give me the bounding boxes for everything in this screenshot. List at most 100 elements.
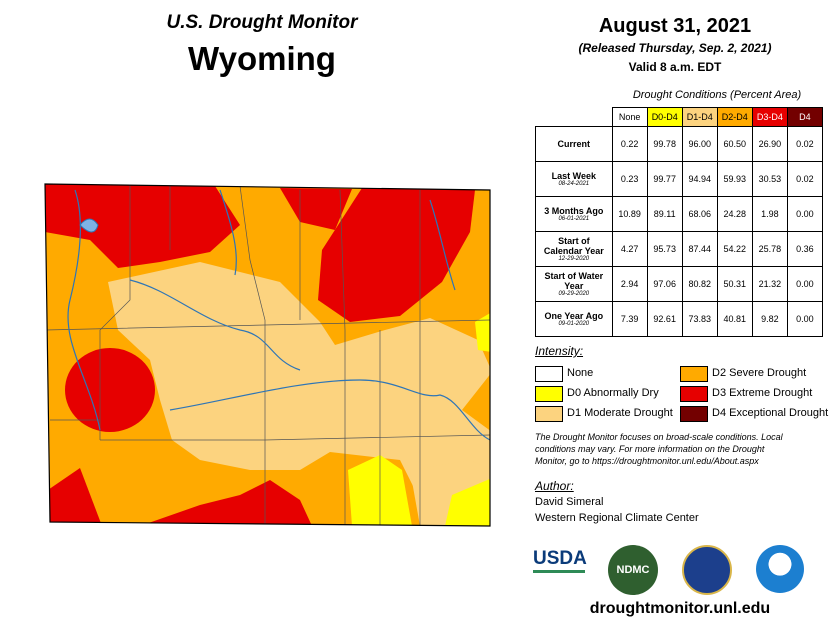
table-cell: 7.39 — [611, 301, 648, 337]
d3-area — [140, 480, 312, 526]
table-cell: 0.00 — [786, 266, 824, 302]
table-cell: 0.02 — [786, 126, 824, 162]
table-cell: 10.89 — [611, 196, 648, 232]
commerce-logo — [682, 545, 732, 595]
row-label-cell: Last Week 08-24-2021 — [535, 161, 613, 197]
state: Wyoming — [188, 40, 336, 77]
noaa-logo — [756, 545, 804, 593]
row-label-cell: 3 Months Ago 06-01-2021 — [535, 196, 613, 232]
table-cell: 1.98 — [751, 196, 788, 232]
table-cell: 0.02 — [786, 161, 824, 197]
title: U.S. Drought Monitor — [166, 12, 358, 33]
table-cell: 87.44 — [681, 231, 718, 267]
d3-area — [280, 188, 352, 230]
table-cell: 4.27 — [611, 231, 648, 267]
table-cell: 96.00 — [681, 126, 718, 162]
corner-cell — [536, 108, 613, 127]
author-title: Author: — [535, 479, 574, 493]
table-cell: 54.22 — [716, 231, 753, 267]
d3-area — [318, 188, 475, 322]
table-cell: 30.53 — [751, 161, 788, 197]
rivers — [67, 189, 490, 441]
row-label: Start of Water Year — [544, 271, 604, 291]
column-header: D3-D4 — [751, 107, 788, 127]
row-date: 12-29-2020 — [558, 256, 590, 262]
table-cell: 0.36 — [786, 231, 824, 267]
table-cell: 0.22 — [611, 126, 648, 162]
header-row: None D0-D4 D1-D4 D2-D4 D3-D4 D4 — [536, 107, 824, 127]
date: August 31, 2021 — [598, 15, 752, 37]
legend-label: D4 Exceptional Drought — [712, 407, 829, 419]
table-cell: 24.28 — [716, 196, 753, 232]
row-label: 3 Months Ago — [544, 206, 604, 216]
row-date: 09-01-2020 — [558, 321, 590, 327]
legend-label: None — [567, 367, 594, 379]
table-cell: 89.11 — [646, 196, 683, 232]
usda-logo: USDA — [533, 548, 587, 573]
note: The Drought Monitor focuses on broad-sca… — [535, 432, 783, 466]
d3-area — [45, 184, 240, 268]
column-header: D0-D4 — [646, 107, 683, 127]
legend-label: D0 Abnormally Dry — [567, 387, 659, 399]
lake — [79, 218, 99, 233]
row-label-cell: Current — [535, 126, 613, 162]
row-label: Last Week — [551, 171, 596, 181]
table-caption: Drought Conditions (Percent Area) — [632, 89, 802, 101]
footer: droughtmonitor.unl.edu — [589, 600, 771, 617]
table-cell: 40.81 — [716, 301, 753, 337]
table-cell: 73.83 — [681, 301, 718, 337]
table-cell: 94.94 — [681, 161, 718, 197]
column-header: D4 — [786, 107, 824, 127]
table-row: Start of Water Year 09-29-2020 2.94 97.06 80… — [535, 266, 824, 302]
released: (Released Thursday, Sep. 2, 2021) — [578, 41, 772, 55]
table-row: Last Week 08-24-2021 0.23 99.77 94.94 59.93 30… — [535, 161, 824, 197]
state-outline — [44, 183, 491, 527]
table-cell: 26.90 — [751, 126, 788, 162]
row-label: One Year Ago — [544, 311, 604, 321]
table-cell: 0.00 — [786, 301, 824, 337]
table-cell: 92.61 — [646, 301, 683, 337]
d0-area — [445, 478, 490, 526]
column-header: None — [611, 107, 648, 127]
legend-swatch — [680, 406, 708, 422]
table-cell: 97.06 — [646, 266, 683, 302]
valid: Valid 8 a.m. EDT — [628, 60, 722, 74]
table-cell: 0.23 — [611, 161, 648, 197]
table-cell: 59.93 — [716, 161, 753, 197]
conditions-table: None D0-D4 D1-D4 D2-D4 D3-D4 D4 Current 0.22 99.… — [535, 107, 824, 337]
table-cell: 0.00 — [786, 196, 824, 232]
table-row: Current 0.22 99.78 96.00 60.50 26.90 0.02 — [535, 126, 824, 162]
row-date: 08-24-2021 — [558, 181, 590, 187]
table-cell: 80.82 — [681, 266, 718, 302]
row-label-cell: Start of Water Year 09-29-2020 — [535, 266, 613, 302]
d3-area — [65, 348, 155, 432]
d0-area — [475, 312, 490, 352]
table-row: 3 Months Ago 06-01-2021 10.89 89.11 68.06 24.… — [535, 196, 824, 232]
column-header: D1-D4 — [681, 107, 718, 127]
legend-swatch — [680, 366, 708, 382]
table-cell: 99.78 — [646, 126, 683, 162]
table-cell: 95.73 — [646, 231, 683, 267]
legend-label: D2 Severe Drought — [712, 367, 807, 379]
row-label: Current — [557, 139, 591, 149]
table-cell: 60.50 — [716, 126, 753, 162]
table-cell: 68.06 — [681, 196, 718, 232]
table-cell: 9.82 — [751, 301, 788, 337]
legend-swatch — [535, 366, 563, 382]
table-cell: 99.77 — [646, 161, 683, 197]
table-cell: 21.32 — [751, 266, 788, 302]
row-date: 06-01-2021 — [558, 216, 590, 222]
table-cell: 25.78 — [751, 231, 788, 267]
row-label-cell: One Year Ago 09-01-2020 — [535, 301, 613, 337]
d1-area — [108, 262, 490, 500]
author-name: David Simeral — [535, 496, 604, 508]
author-org: Western Regional Climate Center — [535, 512, 699, 524]
ndmc-logo: NDMC — [608, 545, 658, 595]
table-cell: 2.94 — [611, 266, 648, 302]
row-label: Start of Calendar Year — [543, 236, 604, 256]
row-date: 09-29-2020 — [558, 291, 590, 297]
map — [44, 183, 491, 527]
table-row: Start of Calendar Year 12-29-2020 4.27 95.7… — [535, 231, 824, 267]
row-label-cell: Start of Calendar Year 12-29-2020 — [535, 231, 613, 267]
